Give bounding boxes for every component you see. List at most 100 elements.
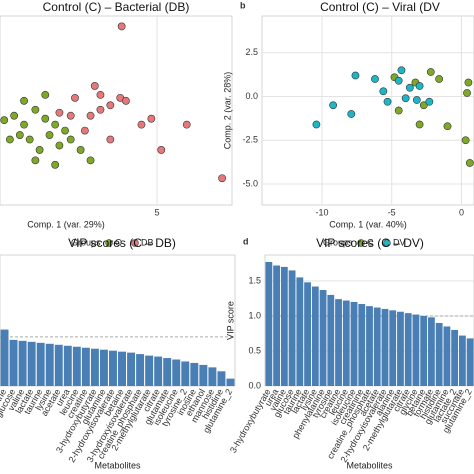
data-point [76,146,85,154]
panel-letter: b [240,0,246,10]
x-axis-label: Metabolites [346,460,393,470]
bar [45,343,54,386]
data-point [435,75,444,83]
x-axis-label: Metabolites [94,460,141,470]
bar [350,301,358,386]
bar [358,304,366,386]
bar [327,294,335,386]
legend-marker [131,239,139,247]
data-point [31,156,40,165]
bar [54,344,63,386]
data-point [419,101,428,110]
data-point [20,96,28,105]
data-point [106,135,115,144]
data-point [45,131,54,139]
plot-area [261,15,474,206]
legend-label: DB [141,237,154,247]
y-tick-label: 0.0 [248,380,261,390]
bar [109,350,117,386]
data-point [0,116,9,125]
data-point [90,82,99,90]
bar [0,329,9,386]
bar [420,315,428,386]
bar [319,290,327,386]
x-tick-label: -5 [388,207,396,217]
bar [127,352,136,386]
bar [90,348,99,386]
x-tick-label: 0 [459,207,464,217]
data-point [137,120,146,129]
data-point [117,22,126,31]
data-point [312,120,321,129]
bar [335,299,342,386]
legend-label: C [115,237,122,247]
data-point [51,160,60,169]
y-tick-label: 1.0 [248,310,261,320]
bar [36,342,45,386]
data-point [86,111,95,120]
data-point [147,114,156,123]
data-point [371,75,379,83]
data-point [465,159,474,167]
data-point [182,120,191,129]
data-point [66,135,75,144]
bar [81,347,90,386]
bar [311,286,319,386]
bar [163,358,172,386]
bar [389,310,397,386]
bar [99,349,108,386]
bar [451,329,459,386]
data-point [96,90,105,99]
data-point [55,108,64,117]
bar [145,355,154,386]
bar [265,262,273,386]
bar [342,300,350,386]
data-point [35,146,44,154]
data-point [122,96,130,105]
data-point [415,120,424,129]
x-axis-label: Comp. 1 (var. 40%) [329,219,407,229]
bar [428,317,435,386]
data-point [394,106,403,115]
data-point [412,96,421,104]
bar [154,356,163,386]
bar [296,277,304,386]
data-point [55,141,64,150]
bar [118,351,126,386]
legend-title: Groups [71,237,101,247]
data-point [329,101,338,110]
bar [466,338,474,386]
y-axis-label: VIP score [225,301,235,340]
bar [72,346,81,386]
data-point [71,93,79,102]
bar [443,326,451,386]
data-point [463,89,471,97]
data-point [66,111,75,120]
bar [199,364,208,386]
bar [27,341,36,386]
bar [404,313,412,386]
y-tick-label: -5.0 [242,178,258,188]
chart-title: Control (C) – Bacterial (DB) [43,0,190,14]
bar [458,335,466,386]
legend-marker [383,239,391,247]
data-point [347,110,356,118]
data-point [401,94,410,103]
x-tick-label: 5 [155,207,160,217]
data-point [405,83,414,92]
y-tick-label: 0.0 [245,91,258,101]
bar [280,266,288,386]
y-tick-label: 2.5 [245,47,258,57]
data-point [6,135,14,144]
data-point [461,136,470,145]
data-point [15,131,24,139]
panel-letter: d [243,236,249,246]
data-point [61,126,69,135]
data-point [80,126,89,135]
chart-title: Control (C) – Viral (DV [320,0,440,14]
bar [226,378,235,386]
bar [373,307,381,386]
data-point [157,146,166,154]
y-axis-label: Comp. 2 (var. 28%) [222,72,232,150]
